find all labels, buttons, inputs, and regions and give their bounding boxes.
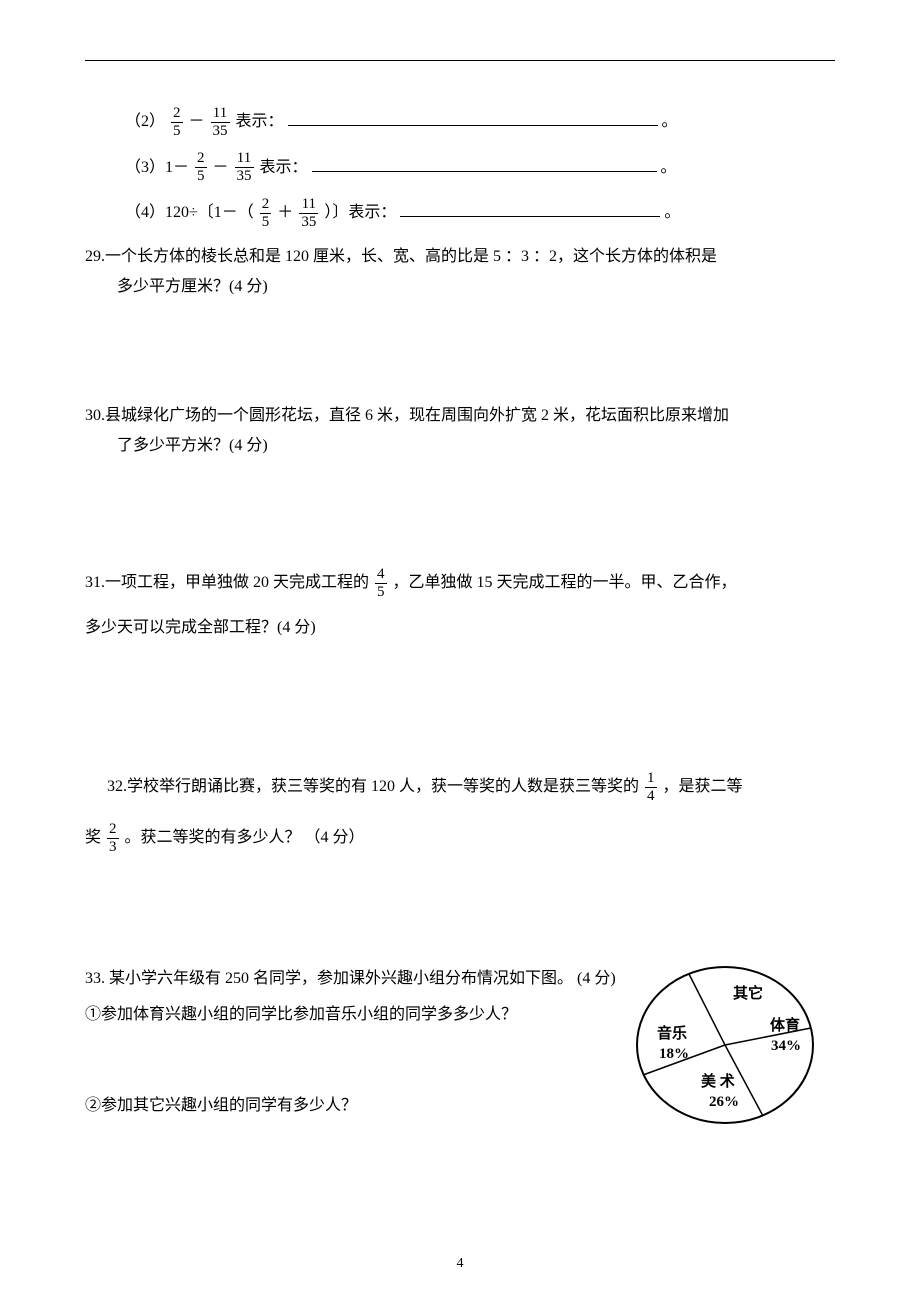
fraction-11-35: 1135: [211, 106, 230, 139]
problem-31-prefix: 31.一项工程，甲单独做 20 天完成工程的: [85, 574, 369, 591]
work-space: [85, 461, 835, 556]
problem-32-line2-suffix: 。获二等奖的有多少人？ （4 分）: [125, 829, 365, 846]
fraction-2-5: 25: [171, 106, 183, 139]
sub-item-3-label: （3）1－: [125, 159, 189, 176]
fraction-2-3: 23: [107, 822, 119, 855]
problem-32-prefix: 32.学校举行朗诵比赛，获三等奖的有 120 人，获一等奖的人数是获三等奖的: [107, 778, 639, 795]
blank-line: [288, 110, 658, 126]
pie-label-sports: 体育: [770, 1016, 800, 1034]
page-top-rule: [85, 60, 835, 61]
pie-pct-art: 26%: [709, 1094, 739, 1110]
problem-30: 30.县城绿化广场的一个圆形花坛，直径 6 米，现在周围向外扩宽 2 米，花坛面…: [85, 401, 835, 462]
pie-label-art: 美 术: [701, 1072, 735, 1090]
suffix-text: ）〕表示：: [324, 204, 396, 221]
fraction-11-35: 1135: [299, 197, 318, 230]
page-number: 4: [457, 1256, 464, 1272]
blank-line: [312, 156, 657, 172]
period: 。: [664, 204, 680, 221]
op-plus: ＋: [277, 204, 293, 221]
op-minus: －: [213, 159, 229, 176]
suffix-text: 表示：: [236, 113, 284, 130]
problem-32: 32.学校举行朗诵比赛，获三等奖的有 120 人，获一等奖的人数是获三等奖的 1…: [85, 765, 835, 861]
blank-line: [400, 201, 660, 217]
fraction-1-4: 14: [645, 771, 657, 804]
sub-item-2: （2） 25 － 1135 表示： 。: [125, 101, 835, 143]
problem-32-mid: ，是获二等: [663, 778, 743, 795]
pie-label-music: 音乐: [657, 1024, 687, 1042]
sub-item-2-label: （2）: [125, 113, 165, 130]
pie-chart: 其它 体育 34% 音乐 18% 美 术 26%: [625, 958, 825, 1133]
suffix-text: 表示：: [260, 159, 308, 176]
fraction-2-5: 25: [260, 197, 272, 230]
sub-item-4: （4）120÷〔1－（ 25 ＋ 1135 ）〕表示： 。: [125, 192, 835, 234]
pie-pct-sports: 34%: [771, 1038, 801, 1054]
fraction-2-5: 25: [195, 151, 207, 184]
problem-29: 29.一个长方体的棱长总和是 120 厘米，长、宽、高的比是 5 ：3 ：2，这…: [85, 242, 835, 303]
problem-30-line2: 了多少平方米？(4 分): [117, 431, 835, 461]
problem-31: 31.一项工程，甲单独做 20 天完成工程的 45 ，乙单独做 15 天完成工程…: [85, 564, 835, 647]
work-space: [85, 861, 835, 956]
problem-29-line1: 29.一个长方体的棱长总和是 120 厘米，长、宽、高的比是 5 ：3 ：2，这…: [85, 248, 717, 265]
problem-32-line2-prefix: 奖: [85, 829, 101, 846]
problem-31-suffix: ，乙单独做 15 天完成工程的一半。甲、乙合作，: [393, 574, 737, 591]
fraction-4-5: 45: [375, 567, 387, 600]
op-minus: －: [189, 113, 205, 130]
work-space: [85, 303, 835, 393]
problem-29-line2: 多少平方厘米？(4 分): [117, 272, 835, 302]
work-space: [85, 647, 835, 757]
problem-30-line1: 30.县城绿化广场的一个圆形花坛，直径 6 米，现在周围向外扩宽 2 米，花坛面…: [85, 407, 729, 424]
pie-label-other: 其它: [733, 984, 763, 1002]
sub-item-4-label: （4）120÷〔1－（: [125, 204, 254, 221]
problem-31-line2: 多少天可以完成全部工程？(4 分): [85, 609, 835, 647]
fraction-11-35: 1135: [235, 151, 254, 184]
period: 。: [662, 113, 678, 130]
period: 。: [661, 159, 677, 176]
sub-item-3: （3）1－ 25 － 1135 表示： 。: [125, 147, 835, 189]
pie-pct-music: 18%: [659, 1046, 689, 1062]
